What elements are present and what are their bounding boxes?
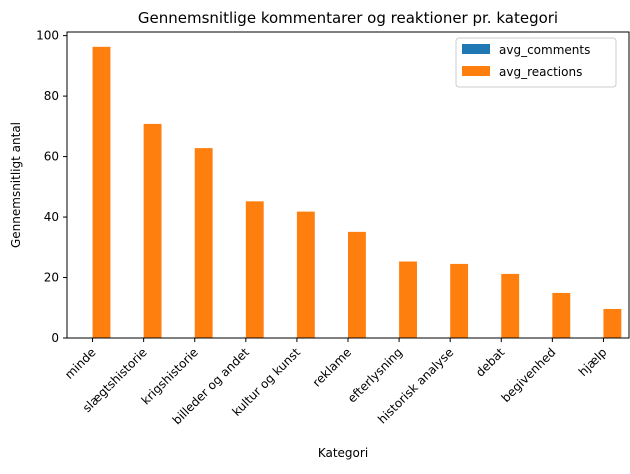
x-axis-label: Kategori — [318, 446, 368, 460]
bar-avg-reactions-6 — [399, 261, 417, 338]
bar-avg-reactions-1 — [143, 123, 162, 338]
x-tick-label: reklame — [310, 345, 354, 389]
bars-layer — [92, 46, 622, 338]
y-tick-label: 20 — [44, 271, 59, 285]
x-tick-label: debat — [473, 345, 508, 380]
legend-label-avg-comments: avg_comments — [499, 43, 590, 57]
y-tick-label: 100 — [36, 29, 59, 43]
legend: avg_comments avg_reactions — [455, 37, 617, 88]
bar-avg-reactions-5 — [348, 231, 366, 338]
legend-box — [455, 37, 617, 88]
y-tick-label: 0 — [51, 331, 59, 345]
y-axis: 0 20 40 60 80 100 — [36, 29, 67, 345]
x-axis: mindeslægtshistoriekrigshistoriebilleder… — [62, 338, 610, 427]
y-tick-label: 40 — [44, 210, 59, 224]
plot-frame — [66, 31, 630, 339]
bar-avg-reactions-9 — [552, 292, 571, 338]
bar-avg-reactions-7 — [450, 263, 469, 338]
y-axis-label: Gennemsnitligt antal — [9, 122, 23, 248]
legend-label-avg-reactions: avg_reactions — [499, 65, 582, 79]
x-tick-label: minde — [62, 345, 99, 382]
x-tick-label: hjælp — [576, 345, 610, 379]
bar-avg-reactions-2 — [194, 148, 213, 338]
legend-swatch-avg-comments — [462, 44, 490, 54]
chart-title: Gennemsnitlige kommentarer og reaktioner… — [138, 9, 558, 27]
bar-avg-reactions-8 — [501, 273, 520, 338]
bar-avg-reactions-4 — [296, 211, 315, 338]
bar-avg-reactions-10 — [603, 308, 622, 338]
bar-avg-reactions-3 — [245, 201, 264, 338]
x-tick-label: begivenhed — [499, 345, 559, 405]
legend-swatch-avg-reactions — [462, 66, 490, 76]
y-tick-label: 80 — [44, 89, 59, 103]
bar-avg-reactions-0 — [92, 46, 111, 338]
y-tick-label: 60 — [44, 150, 59, 164]
